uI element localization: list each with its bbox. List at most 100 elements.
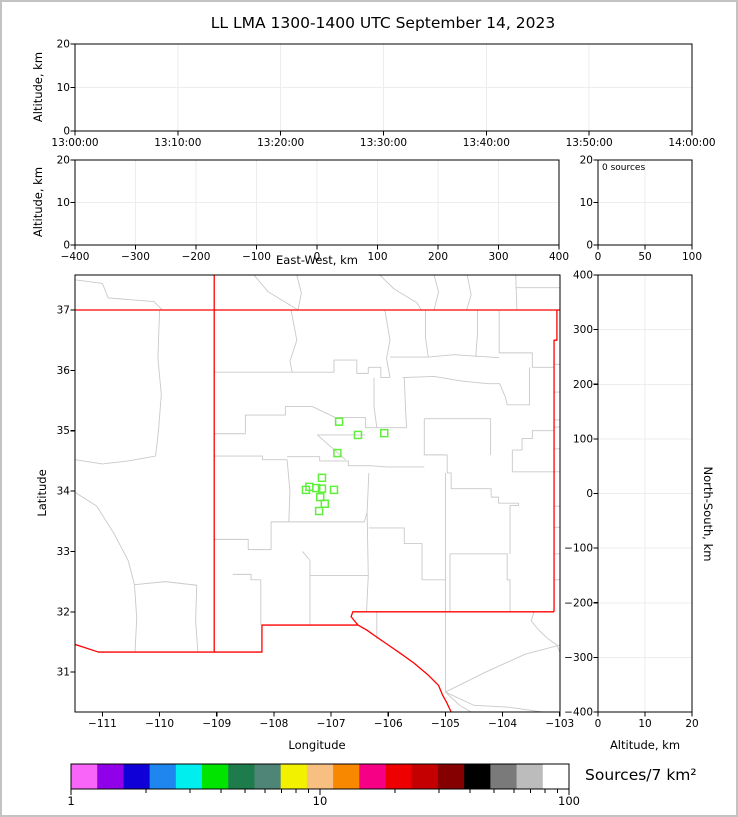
colorbar-segment bbox=[411, 764, 439, 789]
county-line bbox=[512, 426, 560, 451]
county-line bbox=[286, 459, 291, 522]
tick-label: 13:10:00 bbox=[154, 137, 201, 149]
county-line bbox=[366, 472, 370, 513]
colorbar-segment bbox=[516, 764, 544, 789]
tick-label: 0 bbox=[314, 251, 321, 263]
county-line bbox=[466, 275, 472, 311]
tick-label: 34 bbox=[57, 486, 71, 498]
tick-label: 0 bbox=[63, 240, 70, 252]
tick-label: −200 bbox=[182, 251, 211, 263]
tick-label: 20 bbox=[580, 155, 593, 167]
tick-label: 13:50:00 bbox=[566, 137, 613, 149]
lightning-source-marker bbox=[380, 428, 389, 438]
tick-label: 10 bbox=[57, 82, 70, 94]
tick-label: −100 bbox=[564, 543, 593, 555]
tick-label: 20 bbox=[57, 39, 70, 51]
county-line bbox=[433, 275, 440, 311]
tick-label: 35 bbox=[57, 425, 70, 437]
county-line bbox=[312, 406, 377, 429]
lightning-source-marker bbox=[315, 492, 325, 502]
tick-label: 0 bbox=[595, 251, 602, 263]
tick-label: 0 bbox=[595, 718, 602, 730]
county-line bbox=[450, 553, 511, 612]
county-line bbox=[511, 450, 560, 473]
county-line bbox=[368, 527, 446, 581]
county-line bbox=[214, 406, 313, 435]
lightning-source-marker bbox=[311, 483, 321, 493]
colorbar-segment bbox=[228, 764, 255, 789]
time-panel-ylabel: Altitude, km bbox=[31, 51, 45, 123]
colorbar-segment bbox=[490, 764, 518, 789]
panel-frame bbox=[74, 274, 561, 713]
ew-panel-ylabel: Altitude, km bbox=[31, 166, 45, 238]
tick-label: 100 bbox=[682, 251, 702, 263]
ns-panel-ylabel: North-South, km bbox=[701, 466, 715, 562]
county-line bbox=[195, 585, 199, 653]
tick-label: −108 bbox=[260, 718, 289, 730]
county-line bbox=[498, 310, 555, 368]
county-line bbox=[403, 377, 408, 428]
tick-label: 10 bbox=[580, 197, 593, 209]
colorbar-segment bbox=[542, 764, 570, 789]
colorbar-segment bbox=[385, 764, 413, 789]
tick-label: −106 bbox=[374, 718, 403, 730]
colorbar-segment bbox=[306, 764, 334, 789]
lightning-source-marker bbox=[314, 506, 324, 516]
colorbar-segment bbox=[359, 764, 387, 789]
tick-label: −300 bbox=[121, 251, 150, 263]
colorbar-segment bbox=[280, 764, 308, 789]
tick-label: 100 bbox=[558, 794, 580, 808]
county-line bbox=[214, 521, 272, 551]
state-border-line bbox=[357, 624, 452, 712]
county-line bbox=[289, 309, 298, 373]
colorbar-segment bbox=[149, 764, 177, 789]
county-line bbox=[302, 551, 311, 626]
tick-label: 200 bbox=[428, 251, 448, 263]
tick-label: 36 bbox=[57, 365, 71, 377]
tick-label: 200 bbox=[573, 379, 593, 391]
county-line bbox=[292, 359, 390, 379]
tick-label: 10 bbox=[638, 718, 651, 730]
tick-label: 10 bbox=[313, 794, 328, 808]
colorbar-segment bbox=[464, 764, 491, 789]
county-line bbox=[389, 354, 500, 359]
colorbar-segment bbox=[175, 764, 203, 789]
tick-label: −109 bbox=[202, 718, 231, 730]
tick-label: 300 bbox=[488, 251, 508, 263]
county-line bbox=[445, 691, 472, 712]
state-border-line bbox=[553, 310, 558, 612]
county-line bbox=[253, 275, 299, 311]
lightning-source-marker bbox=[301, 485, 311, 495]
tick-label: 50 bbox=[638, 251, 651, 263]
tick-label: 37 bbox=[57, 305, 70, 317]
county-line bbox=[373, 377, 407, 429]
tick-label: 13:00:00 bbox=[51, 137, 98, 149]
county-line bbox=[366, 512, 369, 612]
tick-label: −110 bbox=[145, 718, 174, 730]
tick-label: 100 bbox=[573, 433, 593, 445]
lightning-source-marker bbox=[320, 499, 330, 509]
county-line bbox=[530, 611, 560, 654]
tick-label: 13:40:00 bbox=[463, 137, 510, 149]
tick-label: 32 bbox=[57, 606, 70, 618]
lightning-source-marker bbox=[317, 473, 327, 483]
county-line bbox=[445, 644, 560, 693]
tick-label: 13:20:00 bbox=[257, 137, 304, 149]
histogram-annotation: 0 sources bbox=[602, 163, 646, 173]
state-border-line bbox=[75, 624, 358, 653]
colorbar-label: Sources/7 km² bbox=[585, 766, 697, 784]
tick-label: 20 bbox=[57, 155, 70, 167]
county-line bbox=[75, 455, 156, 465]
county-line bbox=[509, 503, 520, 554]
tick-label: 10 bbox=[57, 197, 70, 209]
lightning-source-marker bbox=[317, 484, 327, 493]
county-line bbox=[75, 279, 163, 311]
tick-label: 400 bbox=[573, 270, 593, 282]
tick-label: 14:00:00 bbox=[668, 137, 715, 149]
tick-label: 31 bbox=[57, 667, 70, 679]
tick-label: −400 bbox=[564, 707, 593, 719]
lightning-source-marker bbox=[353, 430, 363, 440]
ns-panel-xlabel: Altitude, km bbox=[609, 738, 681, 752]
map-ylabel: Latitude bbox=[35, 469, 49, 517]
